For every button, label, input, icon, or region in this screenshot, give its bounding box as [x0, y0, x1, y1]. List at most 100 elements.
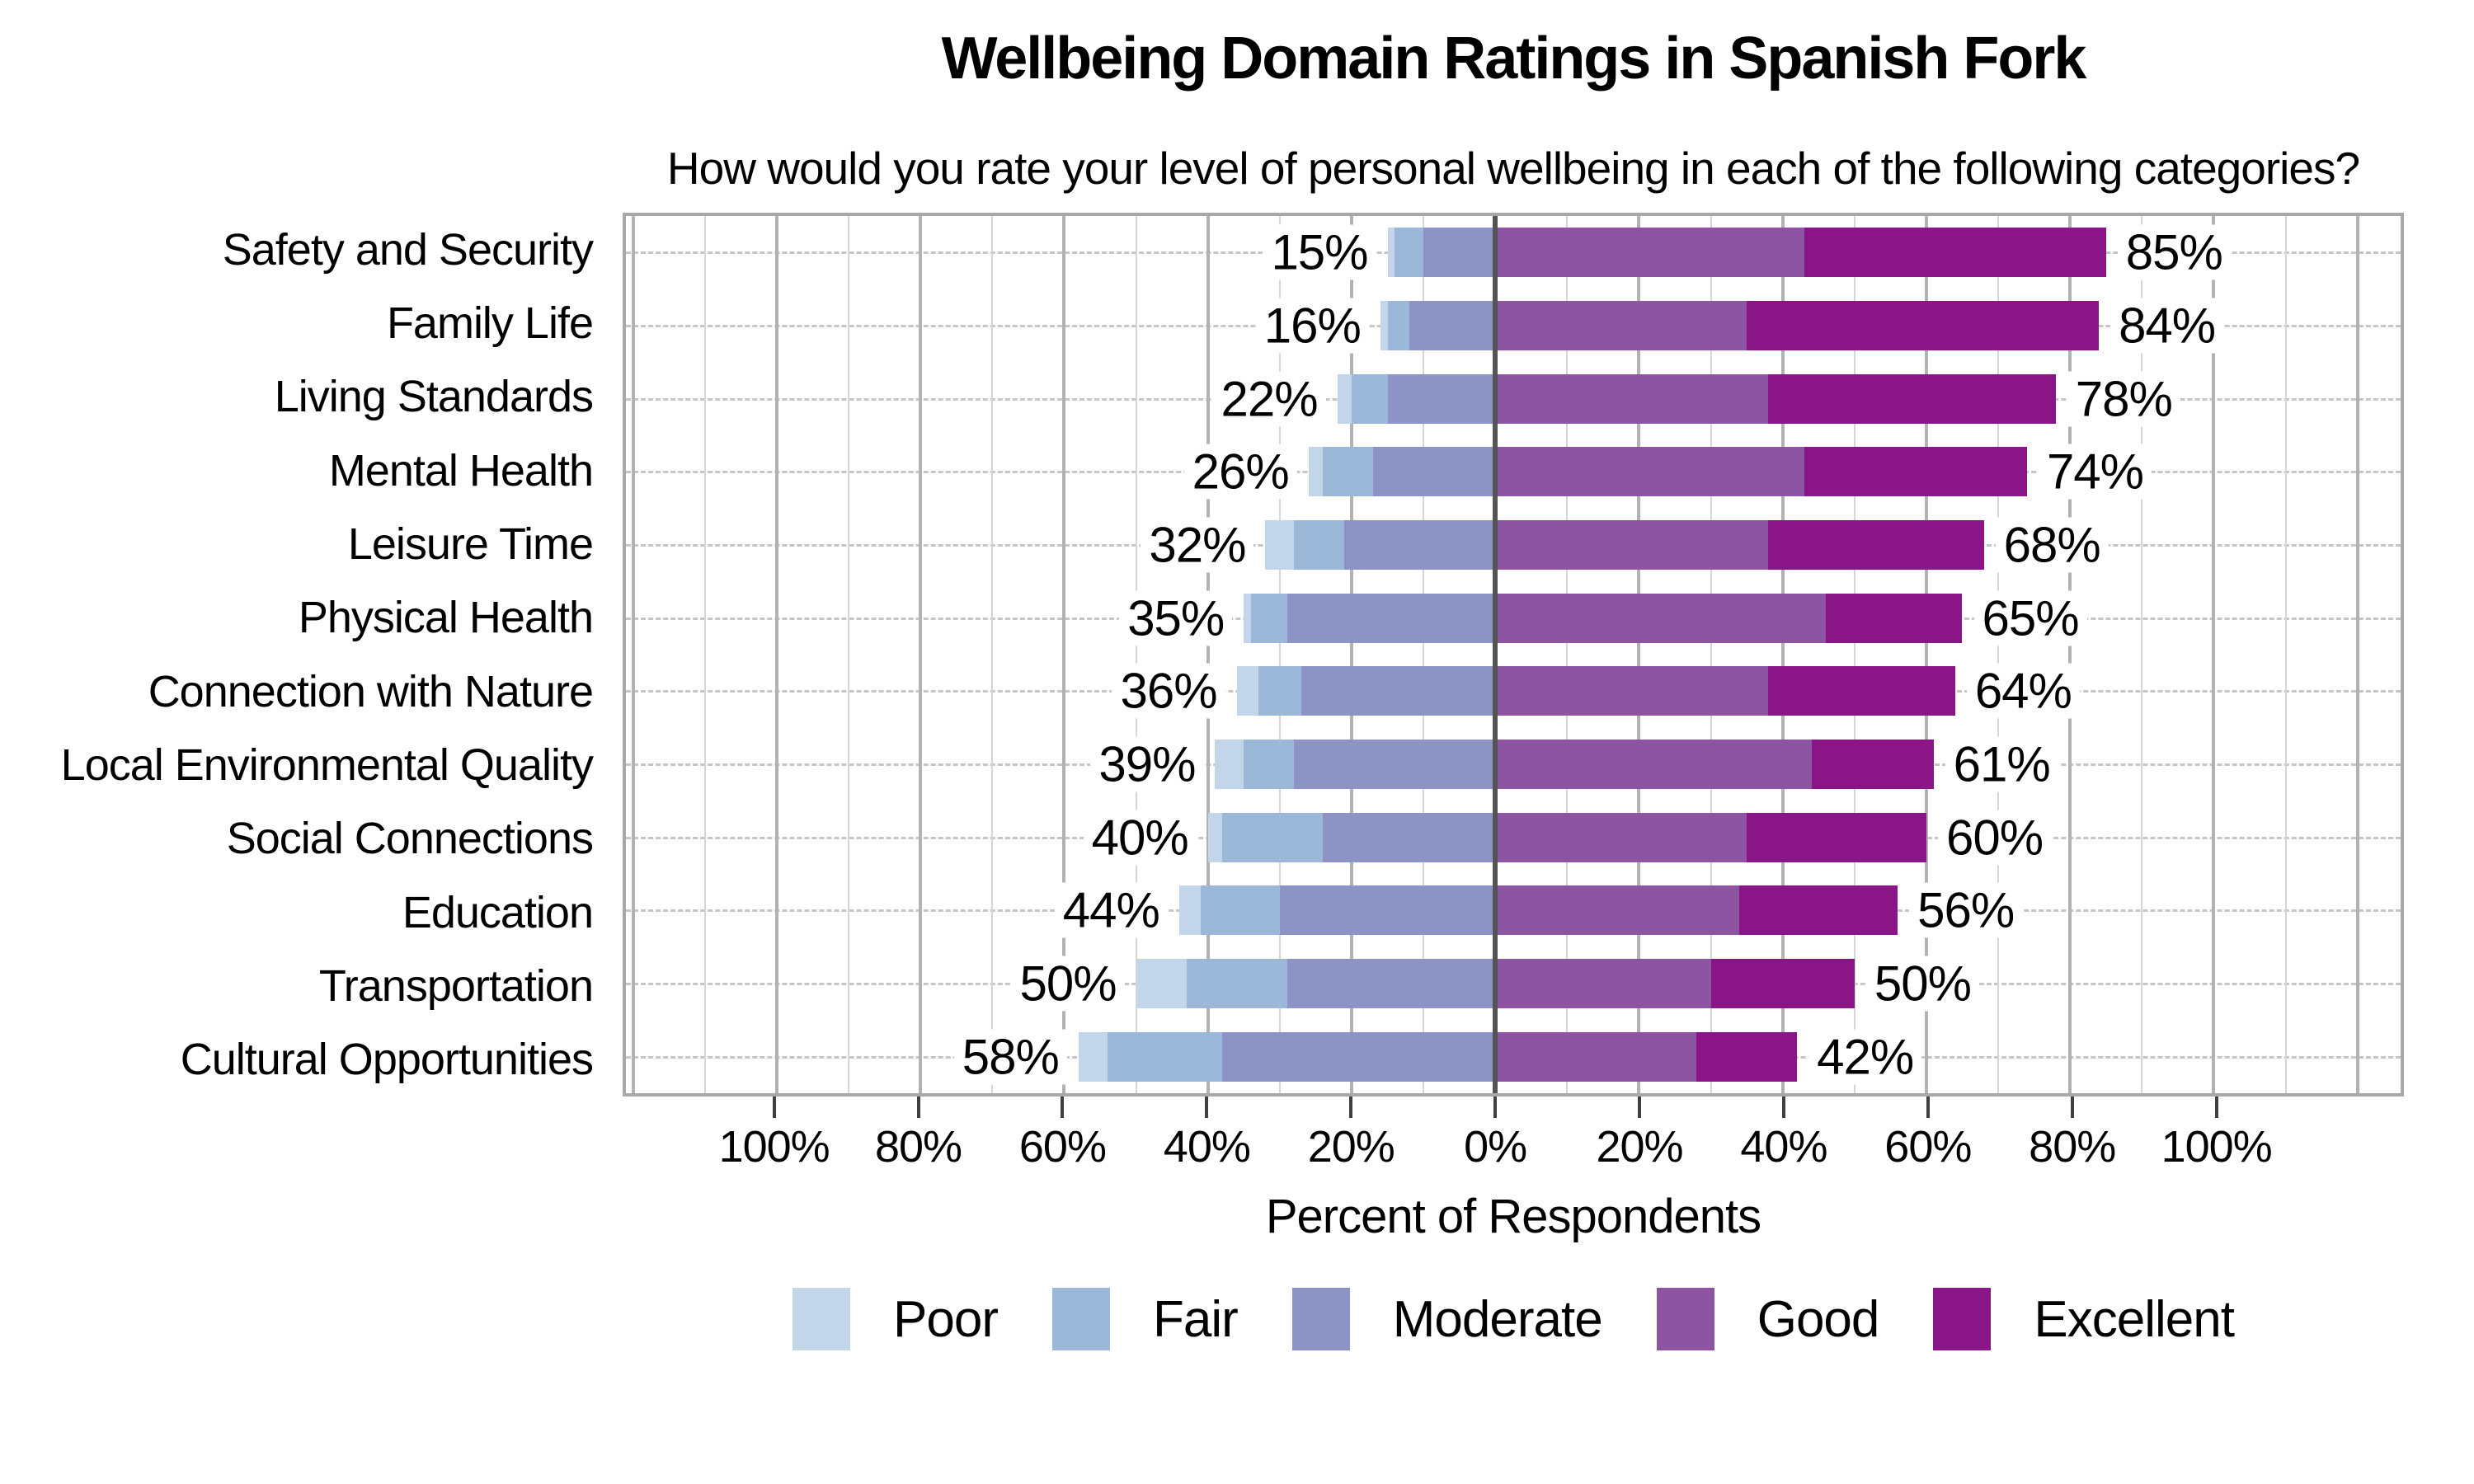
- bar-segment-moderate: [1300, 666, 1496, 716]
- right-total-label: 42%: [1808, 1029, 1922, 1085]
- left-total-label: 36%: [1112, 663, 1225, 719]
- left-total-label: 22%: [1212, 371, 1326, 427]
- bar-row: [1178, 885, 1898, 936]
- x-tick: [1926, 1097, 1930, 1118]
- bar-segment-moderate: [1279, 885, 1496, 936]
- bar-row: [1207, 812, 1926, 862]
- legend-label-good: Good: [1757, 1290, 1880, 1348]
- minor-gridline: [1135, 216, 1137, 1093]
- left-total-label: 32%: [1141, 517, 1254, 573]
- left-total-label: 58%: [953, 1029, 1067, 1085]
- bar-segment-excellent: [1747, 812, 1926, 862]
- bar-segment-excellent: [1825, 593, 1963, 643]
- bar-segment-moderate: [1387, 373, 1496, 424]
- bar-segment-poor: [1387, 228, 1395, 278]
- x-tick-label: 80%: [2029, 1122, 2116, 1172]
- legend-item-poor: Poor: [793, 1288, 999, 1350]
- bar-row: [1337, 373, 2056, 424]
- major-gridline: [2068, 216, 2072, 1093]
- category-label: Local Environmental Quality: [60, 740, 594, 790]
- x-tick-label: 0%: [1464, 1122, 1527, 1172]
- chart-subtitle: How would you rate your level of persona…: [666, 143, 2360, 194]
- bar-segment-good: [1495, 520, 1769, 570]
- x-tick: [916, 1097, 920, 1118]
- x-tick: [2214, 1097, 2218, 1118]
- bar-segment-poor: [1207, 812, 1223, 862]
- major-gridline: [631, 216, 635, 1093]
- bar-segment-moderate: [1286, 593, 1496, 643]
- right-total-label: 84%: [2110, 298, 2224, 354]
- bar-segment-fair: [1107, 1031, 1223, 1082]
- bar-segment-poor: [1136, 959, 1187, 1008]
- bar-row: [1265, 520, 1984, 570]
- category-label: Physical Health: [298, 593, 594, 643]
- x-tick: [1061, 1097, 1065, 1118]
- bar-segment-good: [1495, 959, 1711, 1008]
- bar-segment-moderate: [1344, 520, 1496, 570]
- bar-segment-excellent: [1804, 228, 2106, 278]
- major-gridline: [2212, 216, 2216, 1093]
- bar-segment-poor: [1236, 666, 1258, 716]
- legend-label-moderate: Moderate: [1392, 1290, 1603, 1348]
- right-total-label: 74%: [2038, 444, 2152, 500]
- category-label: Cultural Opportunities: [180, 1035, 594, 1085]
- major-gridline: [1206, 216, 1210, 1093]
- right-total-label: 64%: [1966, 663, 2080, 719]
- legend-label-excellent: Excellent: [2034, 1290, 2235, 1348]
- bar-row: [1244, 593, 1963, 643]
- fair-swatch: [1052, 1288, 1110, 1350]
- bar-segment-excellent: [1811, 740, 1934, 789]
- minor-gridline: [1423, 216, 1425, 1093]
- minor-gridline: [1710, 216, 1712, 1093]
- bar-segment-fair: [1186, 959, 1287, 1008]
- x-tick-label: 20%: [1596, 1122, 1683, 1172]
- bar-segment-excellent: [1768, 666, 1955, 716]
- x-tick-label: 60%: [1884, 1122, 1972, 1172]
- bar-segment-good: [1495, 373, 1769, 424]
- poor-swatch: [793, 1288, 851, 1350]
- bar-segment-poor: [1178, 885, 1201, 936]
- bar-segment-good: [1495, 301, 1747, 350]
- minor-gridline: [1566, 216, 1569, 1093]
- category-label: Family Life: [386, 298, 594, 348]
- major-gridline: [774, 216, 778, 1093]
- x-tick-label: 40%: [1163, 1122, 1251, 1172]
- major-gridline: [2355, 216, 2359, 1093]
- x-tick-label: 40%: [1740, 1122, 1827, 1172]
- x-tick: [2070, 1097, 2074, 1118]
- x-axis-title: Percent of Respondents: [1265, 1190, 1761, 1243]
- legend: Poor Fair Moderate Good Excellent: [623, 1288, 2404, 1350]
- right-total-label: 50%: [1865, 956, 1979, 1012]
- bar-segment-fair: [1250, 593, 1287, 643]
- bar-segment-good: [1495, 228, 1804, 278]
- legend-item-good: Good: [1656, 1288, 1880, 1350]
- x-tick-label: 20%: [1307, 1122, 1395, 1172]
- right-total-label: 61%: [1945, 736, 2058, 792]
- minor-gridline: [1997, 216, 2000, 1093]
- bar-segment-good: [1495, 812, 1747, 862]
- legend-item-moderate: Moderate: [1291, 1288, 1603, 1350]
- bar-segment-excellent: [1768, 520, 1984, 570]
- x-tick: [1349, 1097, 1353, 1118]
- bar-segment-moderate: [1286, 959, 1496, 1008]
- bar-segment-poor: [1337, 373, 1352, 424]
- bar-row: [1215, 740, 1934, 789]
- bar-segment-excellent: [1696, 1031, 1798, 1082]
- x-tick: [1205, 1097, 1209, 1118]
- bar-segment-moderate: [1294, 740, 1496, 789]
- right-total-label: 65%: [1973, 590, 2087, 646]
- bar-segment-excellent: [1804, 447, 2027, 497]
- major-gridline: [1780, 216, 1785, 1093]
- category-label: Leisure Time: [347, 519, 594, 569]
- chart-title: Wellbeing Domain Ratings in Spanish Fork: [941, 26, 2087, 92]
- left-total-label: 40%: [1083, 810, 1197, 866]
- minor-gridline: [2284, 216, 2287, 1093]
- x-tick: [772, 1097, 776, 1118]
- x-tick-label: 80%: [874, 1122, 962, 1172]
- legend-item-excellent: Excellent: [1933, 1288, 2235, 1350]
- major-gridline: [1062, 216, 1066, 1093]
- bar-segment-moderate: [1222, 1031, 1496, 1082]
- left-total-label: 50%: [1011, 956, 1125, 1012]
- bar-segment-moderate: [1409, 301, 1496, 350]
